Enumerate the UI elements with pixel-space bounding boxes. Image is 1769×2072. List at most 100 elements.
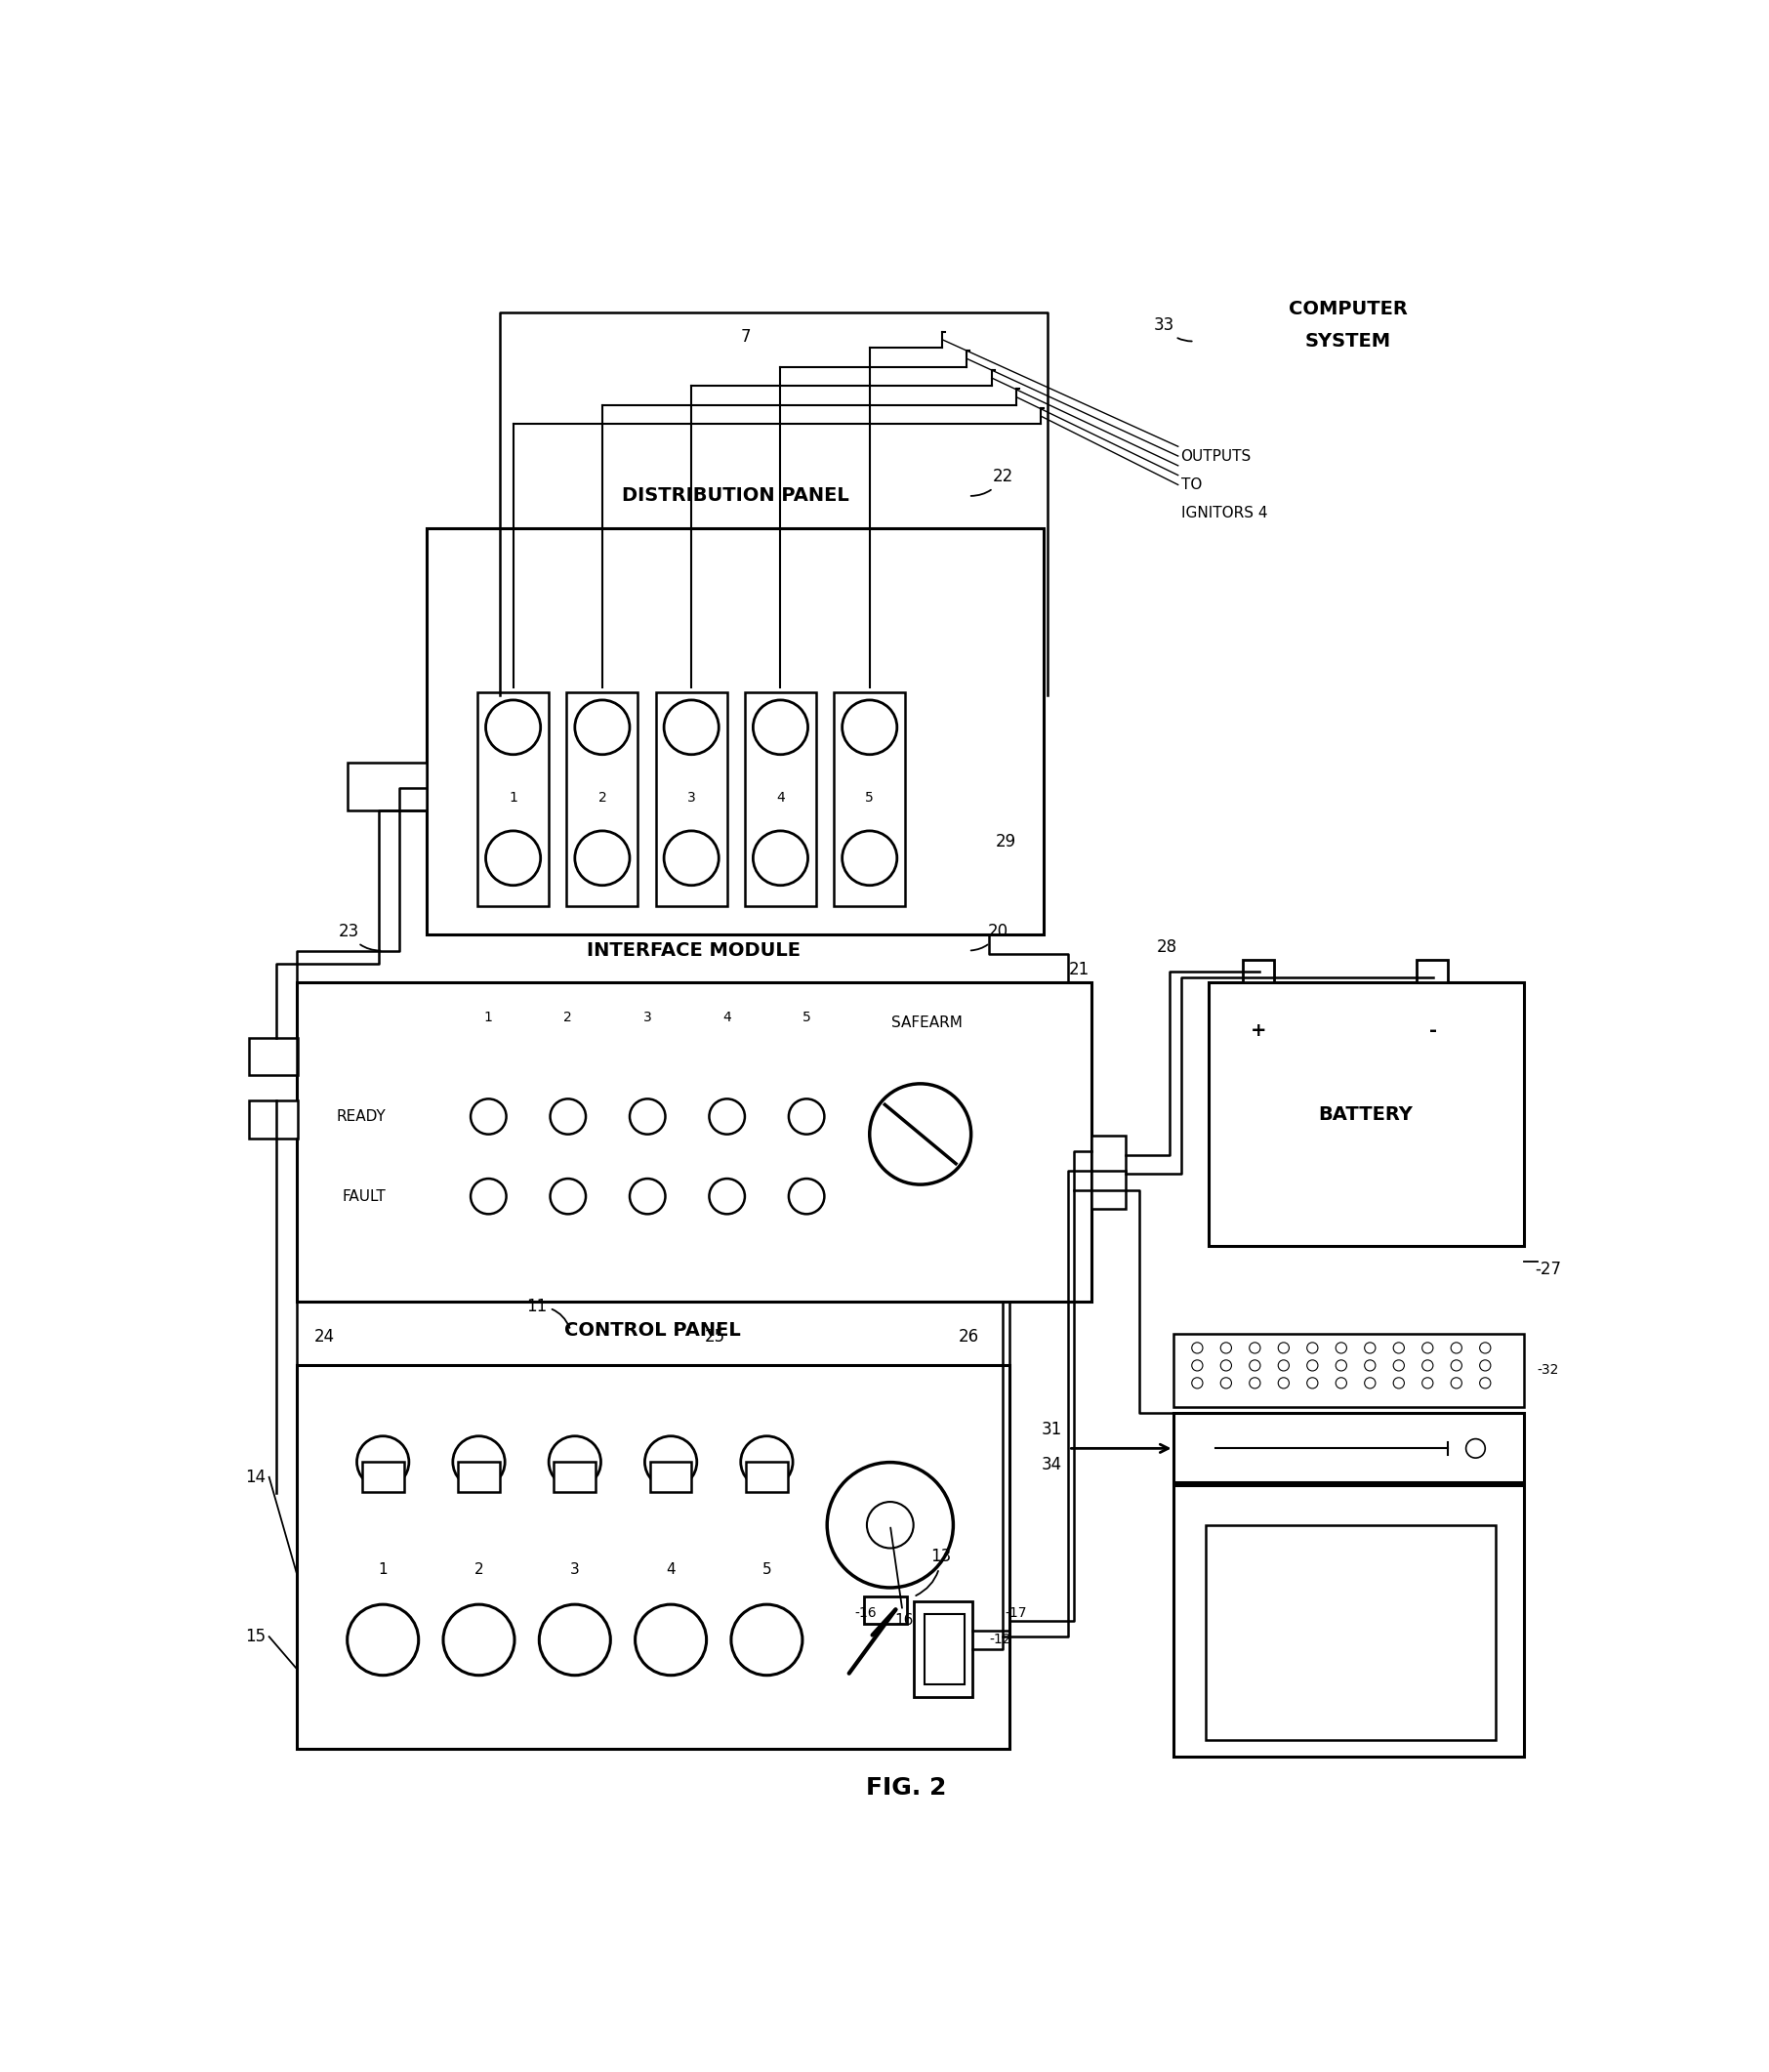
Circle shape xyxy=(635,1604,706,1676)
Circle shape xyxy=(1221,1359,1231,1372)
Circle shape xyxy=(1451,1378,1461,1388)
Circle shape xyxy=(1422,1378,1433,1388)
Circle shape xyxy=(1364,1343,1376,1353)
Text: 3: 3 xyxy=(686,792,695,804)
Circle shape xyxy=(828,1463,953,1587)
Circle shape xyxy=(548,1436,601,1488)
Text: 3: 3 xyxy=(570,1562,580,1577)
Circle shape xyxy=(1279,1343,1290,1353)
Bar xyxy=(1091,1135,1127,1175)
Bar xyxy=(1175,1486,1523,1757)
Circle shape xyxy=(630,1179,665,1214)
Circle shape xyxy=(709,1179,745,1214)
Circle shape xyxy=(731,1604,803,1676)
Text: 2: 2 xyxy=(474,1562,483,1577)
Text: 5: 5 xyxy=(865,792,874,804)
Text: 15: 15 xyxy=(246,1629,265,1645)
Bar xyxy=(656,692,727,905)
Text: FAULT: FAULT xyxy=(341,1189,386,1204)
Circle shape xyxy=(754,700,808,754)
Text: READY: READY xyxy=(336,1109,386,1123)
Bar xyxy=(566,692,639,905)
Circle shape xyxy=(486,831,541,885)
Circle shape xyxy=(842,700,897,754)
Text: 11: 11 xyxy=(525,1297,570,1328)
Text: 13: 13 xyxy=(916,1548,952,1595)
Circle shape xyxy=(471,1179,506,1214)
Circle shape xyxy=(741,1436,793,1488)
Text: 29: 29 xyxy=(996,833,1017,852)
Circle shape xyxy=(550,1098,586,1133)
Circle shape xyxy=(1221,1378,1231,1388)
Text: 21: 21 xyxy=(1068,961,1090,978)
Bar xyxy=(297,1365,1010,1749)
Circle shape xyxy=(1192,1378,1203,1388)
Text: 16: 16 xyxy=(890,1527,913,1629)
Circle shape xyxy=(644,1436,697,1488)
Text: TO: TO xyxy=(1180,477,1201,491)
Text: -: - xyxy=(1429,1021,1436,1040)
Text: 1: 1 xyxy=(379,1562,387,1577)
Bar xyxy=(347,762,426,810)
Bar xyxy=(925,1614,964,1685)
Circle shape xyxy=(540,1604,610,1676)
Bar xyxy=(745,692,816,905)
Text: 20: 20 xyxy=(971,922,1008,951)
Circle shape xyxy=(486,700,541,754)
Circle shape xyxy=(663,831,718,885)
Text: -17: -17 xyxy=(1005,1606,1028,1620)
Text: +: + xyxy=(1251,1021,1267,1040)
Bar xyxy=(833,692,906,905)
Bar xyxy=(1175,1334,1523,1407)
Text: 14: 14 xyxy=(246,1469,265,1486)
Circle shape xyxy=(1451,1343,1461,1353)
Bar xyxy=(1175,1413,1523,1481)
Circle shape xyxy=(575,700,630,754)
Text: DISTRIBUTION PANEL: DISTRIBUTION PANEL xyxy=(621,487,849,506)
Bar xyxy=(1208,982,1523,1245)
Circle shape xyxy=(1192,1359,1203,1372)
Circle shape xyxy=(1394,1343,1405,1353)
Circle shape xyxy=(1249,1343,1260,1353)
Circle shape xyxy=(754,831,808,885)
Circle shape xyxy=(1364,1378,1376,1388)
Text: -32: -32 xyxy=(1537,1363,1558,1378)
Circle shape xyxy=(1307,1343,1318,1353)
Text: 28: 28 xyxy=(1157,939,1178,957)
Circle shape xyxy=(471,1098,506,1133)
Text: 23: 23 xyxy=(338,922,380,951)
Circle shape xyxy=(1336,1359,1346,1372)
Text: CONTROL PANEL: CONTROL PANEL xyxy=(564,1322,741,1341)
Bar xyxy=(1242,959,1274,982)
Text: 1: 1 xyxy=(509,792,518,804)
Text: 34: 34 xyxy=(1040,1455,1061,1473)
Circle shape xyxy=(1451,1359,1461,1372)
Circle shape xyxy=(1249,1378,1260,1388)
Text: 5: 5 xyxy=(803,1011,810,1024)
Circle shape xyxy=(1479,1343,1491,1353)
Circle shape xyxy=(1279,1359,1290,1372)
Text: 26: 26 xyxy=(959,1328,978,1345)
Circle shape xyxy=(1467,1438,1486,1459)
Bar xyxy=(478,692,548,905)
Circle shape xyxy=(842,831,897,885)
Circle shape xyxy=(1394,1378,1405,1388)
Circle shape xyxy=(444,1604,515,1676)
Circle shape xyxy=(709,1098,745,1133)
Circle shape xyxy=(1221,1343,1231,1353)
Circle shape xyxy=(867,1502,913,1548)
Bar xyxy=(1091,1171,1127,1210)
Circle shape xyxy=(870,1084,971,1185)
Bar xyxy=(747,1463,787,1492)
Circle shape xyxy=(357,1436,409,1488)
Circle shape xyxy=(789,1179,824,1214)
Text: 22: 22 xyxy=(971,468,1014,495)
Circle shape xyxy=(1249,1359,1260,1372)
Bar xyxy=(1205,1525,1497,1740)
Circle shape xyxy=(1307,1359,1318,1372)
Text: -27: -27 xyxy=(1534,1262,1560,1278)
Text: 5: 5 xyxy=(762,1562,771,1577)
Bar xyxy=(1417,959,1449,982)
Text: 2: 2 xyxy=(564,1011,571,1024)
Text: IGNITORS 4: IGNITORS 4 xyxy=(1180,506,1267,520)
